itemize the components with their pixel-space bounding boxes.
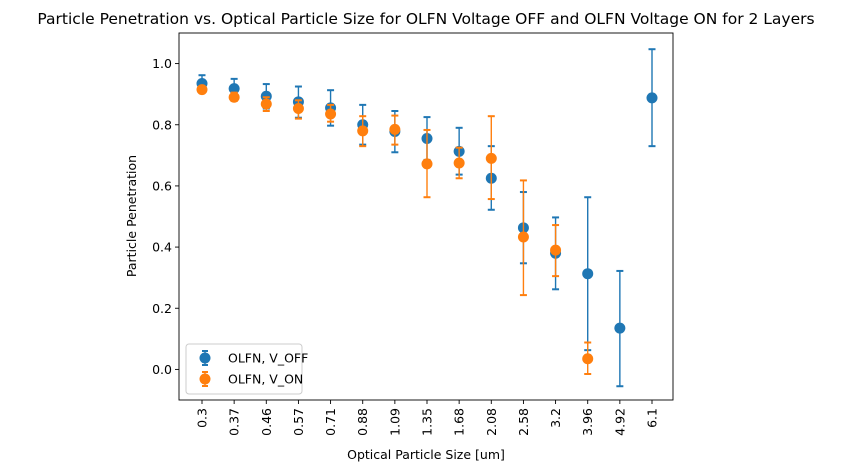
y-tick-label: 0.4	[152, 240, 172, 255]
data-point	[582, 353, 594, 365]
x-tick-label: 1.09	[387, 408, 402, 436]
x-tick-label: 3.2	[548, 408, 563, 428]
y-tick-label: 1.0	[152, 56, 172, 71]
data-point	[614, 322, 626, 334]
data-point	[357, 125, 369, 137]
data-point	[196, 84, 208, 96]
x-tick-label: 0.57	[291, 408, 306, 436]
x-axis: 0.3 0.37 0.46 0.57 0.71 0.88 1.09 1.35 1.68 2.08 2…	[195, 400, 660, 436]
y-tick-label: 0.0	[152, 362, 172, 377]
data-point	[389, 123, 401, 135]
data-point	[582, 268, 594, 280]
x-tick-label: 0.37	[227, 408, 242, 436]
data-point	[646, 92, 658, 104]
data-point	[292, 103, 304, 115]
x-tick-label: 3.96	[580, 408, 595, 436]
x-tick-label: 2.58	[516, 408, 531, 436]
x-tick-label: 0.3	[195, 408, 210, 428]
legend: OLFN, V_OFF OLFN, V_ON	[185, 343, 308, 395]
legend-marker	[199, 373, 211, 385]
data-point	[228, 91, 240, 103]
x-tick-label: 2.08	[484, 408, 499, 436]
x-tick-label: 0.46	[259, 408, 274, 436]
data-point	[485, 152, 497, 164]
x-tick-label: 0.88	[355, 408, 370, 436]
legend-label: OLFN, V_ON	[228, 372, 303, 387]
x-tick-label: 1.35	[420, 408, 435, 436]
x-tick-label: 1.68	[452, 408, 467, 436]
data-point	[550, 244, 562, 256]
x-tick-label: 0.71	[323, 408, 338, 436]
y-axis: 0.0 0.2 0.4 0.6 0.8 1.0	[152, 56, 179, 377]
x-axis-label: Optical Particle Size [um]	[347, 447, 505, 462]
legend-label: OLFN, V_OFF	[228, 351, 308, 366]
series-layer	[196, 48, 658, 388]
data-point	[421, 158, 433, 170]
y-tick-label: 0.2	[152, 301, 172, 316]
data-point	[453, 157, 465, 169]
y-tick-label: 0.6	[152, 178, 172, 193]
series-1	[196, 84, 594, 376]
chart-title: Particle Penetration vs. Optical Particl…	[37, 10, 814, 28]
data-point	[517, 231, 529, 243]
data-point	[228, 83, 240, 95]
data-point	[260, 98, 272, 110]
legend-marker	[199, 352, 211, 364]
x-tick-label: 4.92	[612, 408, 627, 436]
y-axis-label: Particle Penetration	[124, 155, 139, 277]
x-tick-label: 6.1	[645, 408, 660, 428]
legend-box	[185, 343, 303, 395]
y-tick-label: 0.8	[152, 117, 172, 132]
data-point	[325, 108, 337, 120]
